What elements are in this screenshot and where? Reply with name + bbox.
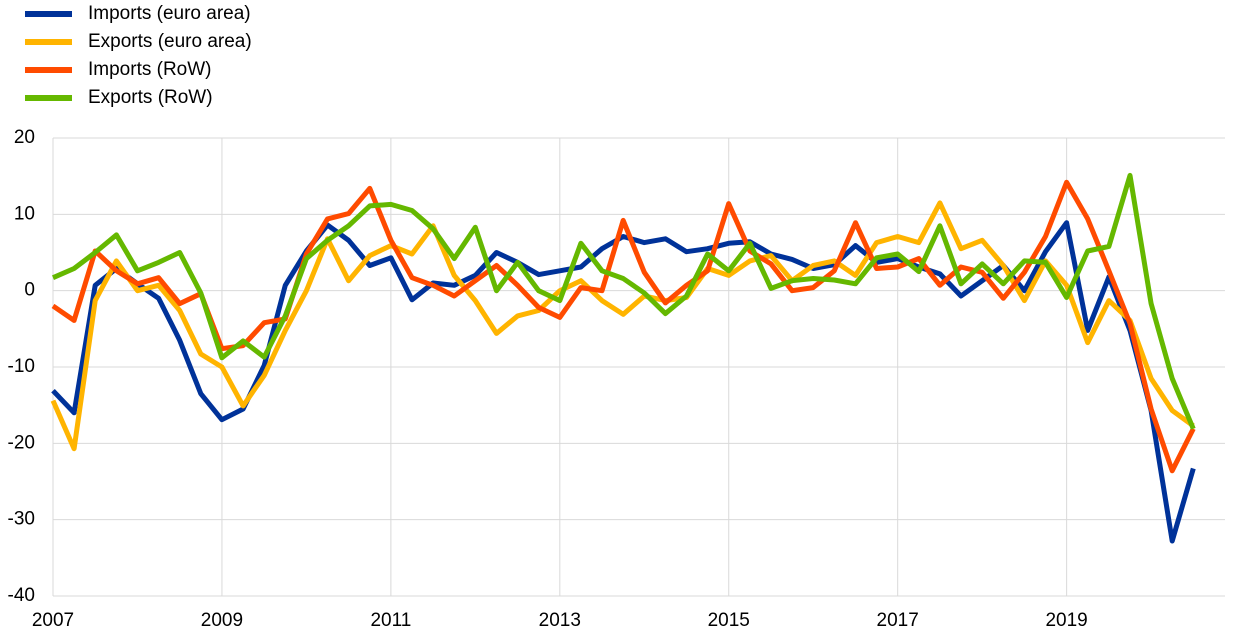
y-tick-label: -40 — [8, 585, 35, 606]
x-tick-label: 2007 — [32, 610, 74, 631]
x-tick-label: 2019 — [1045, 610, 1087, 631]
series-line — [51, 179, 1196, 474]
legend-label: Exports (euro area) — [88, 31, 252, 52]
y-tick-label: 20 — [14, 127, 35, 148]
legend-label: Imports (RoW) — [88, 59, 212, 80]
y-tick-label: -30 — [8, 509, 35, 530]
y-tick-label: -10 — [8, 356, 35, 377]
series-line — [51, 220, 1196, 544]
x-tick-label: 2009 — [201, 610, 243, 631]
series-line — [50, 200, 1195, 452]
x-tick-label: 2015 — [708, 610, 750, 631]
x-tick-label: 2017 — [877, 610, 919, 631]
y-tick-label: 0 — [24, 280, 35, 301]
y-tick-label: 10 — [14, 203, 35, 224]
x-tick-label: 2011 — [370, 610, 411, 631]
y-tick-label: -20 — [8, 432, 35, 453]
legend-label: Exports (RoW) — [88, 87, 213, 108]
series-line — [52, 172, 1196, 430]
legend-label: Imports (euro area) — [88, 3, 251, 24]
x-tick-label: 2013 — [539, 610, 581, 631]
